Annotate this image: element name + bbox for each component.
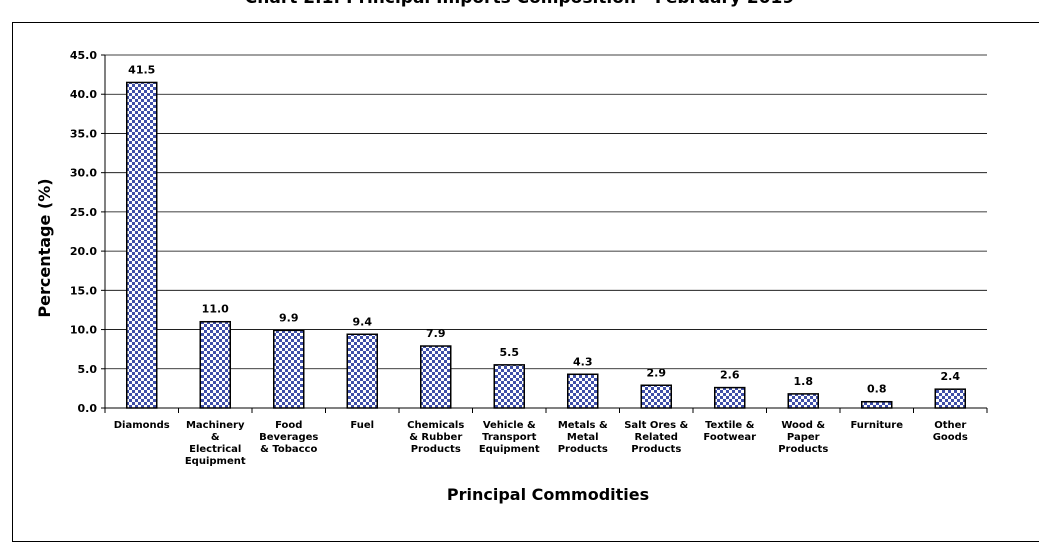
x-tick-label-line: Paper — [787, 432, 820, 443]
x-tick-label-line: Metals & — [558, 420, 608, 431]
x-tick-label-line: & — [211, 432, 220, 443]
bar — [126, 81, 158, 409]
y-tick-label: 30.0 — [70, 167, 97, 180]
chart-title: Chart 2.1: Principal Imports Composition… — [0, 0, 1039, 8]
x-tick-label-line: Transport — [482, 432, 536, 443]
x-tick-label-line: Vehicle & — [483, 420, 536, 431]
bar — [420, 345, 452, 409]
x-tick-label-line: Equipment — [185, 456, 246, 467]
x-tick-label-line: Diamonds — [114, 420, 170, 431]
y-axis: 0.0 5.0 10.0 15.0 20.0 25.0 30.0 35.0 40.0 45.0 — [70, 49, 106, 415]
x-tick-label: Textile & Footwear — [703, 420, 756, 443]
bar — [787, 393, 819, 409]
bar — [640, 384, 672, 409]
gridlines — [105, 54, 987, 370]
x-tick-label-line: Food — [275, 420, 302, 431]
y-tick-label: 35.0 — [70, 127, 97, 140]
x-tick-label-line: Furniture — [850, 420, 903, 431]
x-tick-label-line: Chemicals — [407, 420, 464, 431]
x-tick-label: Other Goods — [933, 420, 968, 443]
data-label: 4.3 — [573, 355, 593, 368]
data-label: 0.8 — [867, 383, 887, 396]
bar — [861, 400, 893, 409]
data-label: 2.4 — [941, 370, 961, 383]
y-tick-label: 45.0 — [70, 49, 97, 62]
bar — [493, 364, 525, 409]
x-tick-label-line: & Tobacco — [260, 444, 317, 455]
data-label: 5.5 — [500, 346, 520, 359]
x-tick-label: Vehicle & Transport Equipment — [479, 420, 540, 455]
x-tick-label-line: Goods — [933, 432, 968, 443]
data-label: 41.5 — [128, 63, 155, 76]
x-tick-label: Furniture — [850, 420, 903, 431]
x-tick-label-line: Textile & — [705, 420, 755, 431]
x-tick-label: Fuel — [350, 420, 374, 431]
x-tick-label-line: Machinery — [186, 420, 245, 431]
x-tick-label-line: Beverages — [259, 432, 318, 443]
data-label: 11.0 — [202, 303, 229, 316]
data-label: 9.9 — [279, 311, 299, 324]
x-tick-label-line: Related — [635, 432, 678, 443]
bars: 41.5 11.0 9.9 9.4 7.9 5.5 4.3 2.9 2.6 1.8 0.8 2.4 — [126, 63, 966, 409]
data-label: 7.9 — [426, 327, 446, 340]
x-tick-label-line: & Rubber — [409, 432, 462, 443]
y-tick-label: 40.0 — [70, 88, 97, 101]
data-label: 2.9 — [647, 366, 667, 379]
x-tick-label: Diamonds — [114, 420, 170, 431]
y-tick-label: 15.0 — [70, 284, 97, 297]
bar — [934, 388, 966, 409]
x-tick-label-line: Other — [934, 420, 966, 431]
x-tick-label-line: Equipment — [479, 444, 540, 455]
y-tick-label: 10.0 — [70, 324, 97, 337]
x-tick-label-line: Electrical — [189, 444, 241, 455]
x-tick-label: Machinery & Electrical Equipment — [185, 420, 246, 467]
chart-frame — [12, 22, 1039, 542]
x-tick-label-line: Products — [411, 444, 461, 455]
y-tick-label: 25.0 — [70, 206, 97, 219]
x-tick-label-line: Products — [631, 444, 681, 455]
y-axis-title: Percentage (%) — [35, 178, 54, 317]
bar — [714, 386, 746, 409]
x-tick-label-line: Products — [558, 444, 608, 455]
x-tick-label-line: Metal — [567, 432, 599, 443]
x-axis: Diamonds Machinery & Electrical EquipmentFoo… — [104, 407, 988, 467]
x-tick-label-line: Footwear — [703, 432, 756, 443]
x-tick-label: Wood & Paper Products — [778, 420, 828, 455]
data-label: 9.4 — [353, 315, 373, 328]
x-tick-label: Salt Ores & Related Products — [624, 420, 688, 455]
x-tick-label: Food Beverages & Tobacco — [259, 420, 318, 455]
x-tick-label-line: Products — [778, 444, 828, 455]
bar — [346, 333, 378, 409]
bar — [199, 320, 231, 409]
x-tick-label-line: Fuel — [350, 420, 374, 431]
data-label: 1.8 — [794, 375, 814, 388]
bar — [273, 329, 305, 409]
x-axis-title: Principal Commodities — [447, 485, 649, 504]
y-tick-label: 20.0 — [70, 245, 97, 258]
y-tick-label: 0.0 — [78, 402, 98, 415]
x-tick-label: Metals & Metal Products — [558, 420, 608, 455]
x-tick-label-line: Wood & — [781, 420, 825, 431]
data-label: 2.6 — [720, 369, 740, 382]
bar-chart: 0.0 5.0 10.0 15.0 20.0 25.0 30.0 35.0 40.0 45.0 4… — [35, 49, 988, 504]
x-tick-label: Chemicals & Rubber Products — [407, 420, 464, 455]
x-tick-label-line: Salt Ores & — [624, 420, 688, 431]
y-tick-label: 5.0 — [78, 363, 98, 376]
bar — [567, 373, 599, 409]
